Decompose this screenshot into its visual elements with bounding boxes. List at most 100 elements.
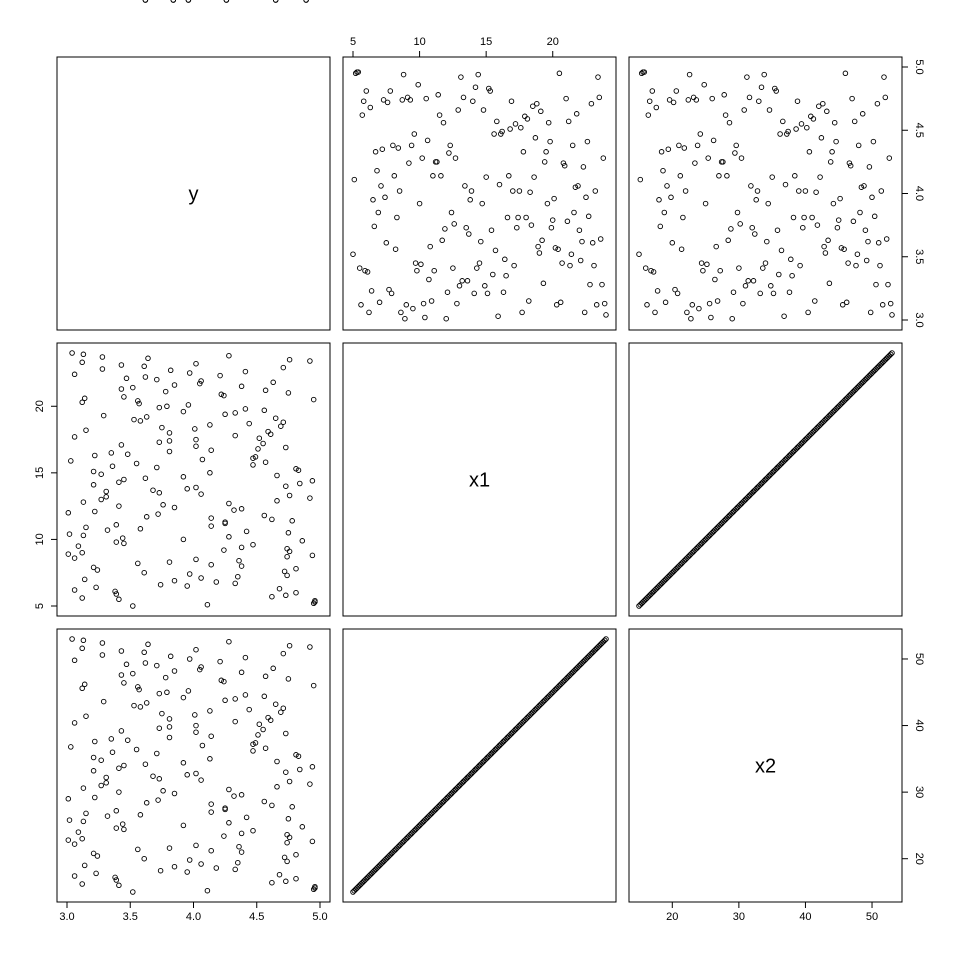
point-x1-y-56 [243,528,250,535]
point-x1-y-61 [113,522,120,528]
point-y-x1-18 [374,167,380,174]
point-x1-y-107 [133,460,140,467]
point-y-x1-190 [603,312,609,318]
point-x1-x2-181 [877,362,883,368]
point-y-x1-58 [427,243,433,250]
point-x2-y-189 [80,637,87,644]
point-x2-y-0 [130,889,136,895]
point-y-x1-36 [398,309,404,316]
point-y-x1-150 [549,217,556,223]
point-x2-y-167 [197,666,203,673]
point-y-x1-114 [502,256,508,263]
point-y-x1-105 [490,271,496,278]
point-x1-x2-152 [838,400,845,407]
point-x1-x2-168 [859,379,866,386]
point-x1-x2-101 [770,468,777,475]
point-x1-y-173 [217,372,223,379]
point-x1-y-43 [284,545,290,552]
point-x1-y-184 [307,358,313,364]
point-y-x2-110 [782,181,789,188]
point-x2-x1-6 [358,881,364,887]
point-x1-y-0 [130,603,136,609]
point-y-x1-9 [362,267,368,274]
point-y-x1-34 [395,145,402,151]
point-y-x2-106 [777,131,783,137]
point-y-x2-120 [796,188,802,194]
point-y-x2-139 [821,243,827,250]
point-x2-y-60 [208,809,214,815]
point-x1-x2-161 [850,388,857,395]
point-y-x2-97 [765,200,771,207]
point-y-x1-74 [448,209,455,216]
point-y-x2-14 [654,288,661,294]
point-x2-y-52 [226,820,232,826]
point-x1-x2-180 [875,363,882,370]
point-x2-x1-98 [480,758,487,765]
point-x1-y-55 [285,530,292,536]
point-x2-y-140 [131,702,137,709]
point-x2-y-147 [261,693,268,700]
point-y-x2-78 [740,300,746,307]
point-y-x2-7 [645,112,652,118]
point-y-x2-127 [805,309,811,316]
point-y-x1-20 [376,299,383,306]
point-x1-y-112 [252,454,259,460]
point-y-x1-180 [589,240,596,246]
point-x2-y-68 [261,798,268,805]
point-x2-y-117 [208,733,214,739]
point-y-x1-185 [596,94,603,101]
point-y-x1-31 [391,173,398,179]
point-x1-y-115 [108,450,115,456]
panel-x1-x1 [342,342,617,617]
point-y-x1-70 [443,315,449,322]
point-x1-y-100 [207,470,213,476]
point-x2-y-6 [79,881,85,887]
point-x2-y-78 [80,785,87,791]
point-y-x1-27 [386,286,392,293]
point-x1-y-22 [235,573,241,580]
point-y-x2-123 [800,224,806,231]
point-x1-y-114 [124,451,131,457]
point-x2-x1-86 [464,774,471,781]
point-y-x2-122 [798,121,805,127]
point-x1-y-137 [246,420,252,427]
point-x1-y-162 [262,387,269,394]
point-y-x1-140 [536,250,543,256]
point-x1-x2-171 [863,375,870,382]
point-x2-y-146 [180,694,187,701]
point-y-x2-35 [682,188,689,194]
panel-y-x1 [342,56,617,331]
point-x2-x1-161 [564,674,571,681]
point-y-x1-151 [551,195,557,202]
point-y-x1-7 [359,112,366,118]
point-x2-x1-174 [581,657,588,664]
point-x2-y-88 [184,772,190,778]
point-x2-x1-95 [476,762,483,769]
point-x2-x1-133 [527,712,533,718]
point-x1-y-152 [136,400,142,407]
point-x1-y-58 [137,526,144,532]
tick-label-left-x1-3: 20 [34,400,46,412]
point-y-x2-60 [716,173,722,179]
point-y-x2-33 [680,214,686,221]
point-x1-x2-130 [809,430,815,436]
point-y-x1-8 [360,98,367,104]
point-x1-x2-47 [698,540,705,547]
point-y-x2-109 [781,313,787,319]
point-x2-y-38 [309,838,316,845]
point-y-x1-144 [541,159,548,165]
point-y-x1-121 [511,262,517,269]
point-x1-y-109 [68,458,74,464]
point-x1-y-89 [193,484,199,491]
point-x1-y-170 [154,376,160,383]
point-x2-x1-136 [531,708,537,714]
point-y-x1-179 [588,100,595,107]
point-x1-x2-60 [716,523,722,529]
point-x1-y-103 [293,466,299,472]
point-y-x2-141 [824,108,830,115]
point-x2-y-98 [274,758,280,765]
point-x2-x1-10 [363,875,370,882]
point-y-x1-61 [431,267,437,274]
point-x1-y-35 [193,556,199,563]
point-x2-y-77 [226,786,232,793]
